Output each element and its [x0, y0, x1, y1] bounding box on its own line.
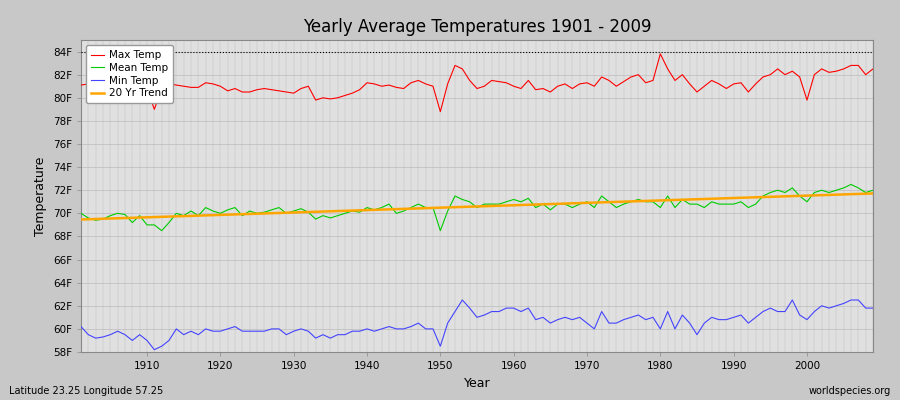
- Mean Temp: [868, 188, 878, 193]
- 20 Yr Trend: [501, 203, 512, 208]
- 20 Yr Trend: [339, 208, 350, 213]
- Max Temp: [516, 86, 526, 91]
- Mean Temp: [157, 228, 167, 233]
- 20 Yr Trend: [295, 210, 306, 215]
- Mean Temp: [346, 209, 357, 214]
- Text: worldspecies.org: worldspecies.org: [809, 386, 891, 396]
- Y-axis label: Temperature: Temperature: [34, 156, 48, 236]
- 20 Yr Trend: [868, 191, 878, 196]
- Max Temp: [508, 84, 519, 89]
- Max Temp: [435, 109, 446, 114]
- Mean Temp: [76, 211, 86, 216]
- Title: Yearly Average Temperatures 1901 - 2009: Yearly Average Temperatures 1901 - 2009: [302, 18, 652, 36]
- Max Temp: [295, 86, 306, 91]
- Mean Temp: [303, 210, 314, 214]
- Mean Temp: [604, 199, 615, 204]
- Min Temp: [868, 306, 878, 310]
- Min Temp: [134, 332, 145, 337]
- Mean Temp: [134, 213, 145, 218]
- Max Temp: [134, 79, 145, 84]
- Mean Temp: [516, 199, 526, 204]
- Legend: Max Temp, Mean Temp, Min Temp, 20 Yr Trend: Max Temp, Mean Temp, Min Temp, 20 Yr Tre…: [86, 45, 174, 104]
- X-axis label: Year: Year: [464, 376, 490, 390]
- Min Temp: [611, 321, 622, 326]
- Max Temp: [655, 52, 666, 56]
- 20 Yr Trend: [134, 215, 145, 220]
- Max Temp: [339, 93, 350, 98]
- 20 Yr Trend: [597, 200, 608, 205]
- Min Temp: [303, 329, 314, 334]
- Min Temp: [457, 298, 468, 302]
- Max Temp: [76, 83, 86, 88]
- Min Temp: [346, 329, 357, 334]
- Line: Mean Temp: Mean Temp: [81, 184, 873, 231]
- Min Temp: [76, 324, 86, 329]
- 20 Yr Trend: [76, 217, 86, 222]
- Max Temp: [604, 78, 615, 83]
- Mean Temp: [508, 197, 519, 202]
- Min Temp: [523, 306, 534, 310]
- Max Temp: [868, 66, 878, 71]
- Min Temp: [516, 309, 526, 314]
- Line: Min Temp: Min Temp: [81, 300, 873, 350]
- 20 Yr Trend: [508, 203, 519, 208]
- Line: Max Temp: Max Temp: [81, 54, 873, 112]
- Min Temp: [148, 347, 159, 352]
- Text: Latitude 23.25 Longitude 57.25: Latitude 23.25 Longitude 57.25: [9, 386, 163, 396]
- Line: 20 Yr Trend: 20 Yr Trend: [81, 194, 873, 220]
- Mean Temp: [846, 182, 857, 187]
